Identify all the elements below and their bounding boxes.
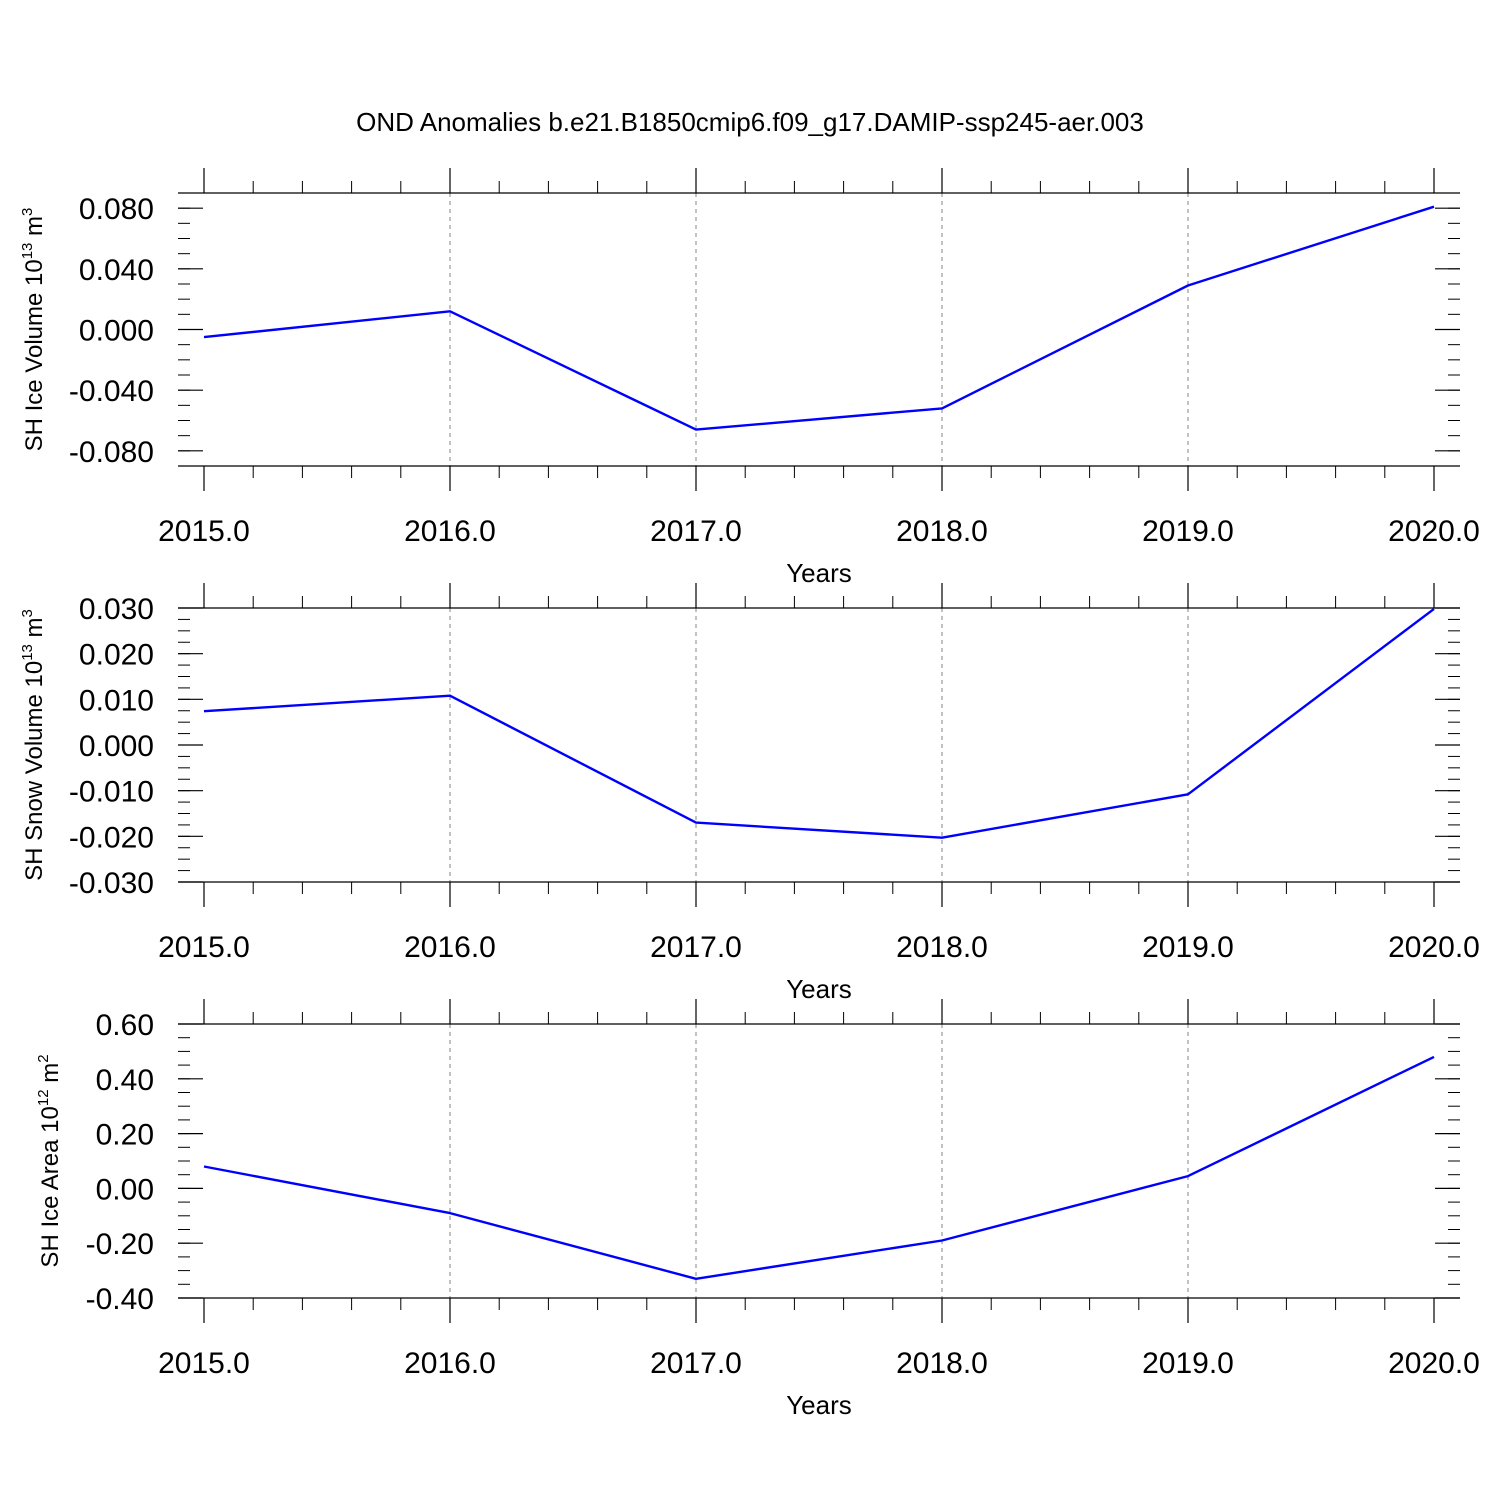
y-tick-label: 0.000 (79, 315, 154, 348)
x-tick-label: 2015.0 (158, 515, 250, 548)
series-line (203, 607, 1435, 839)
x-axis-label: Years (786, 558, 852, 588)
y-tick-label: 0.60 (96, 1009, 154, 1042)
panels: 2015.0 2016.0 2017.0 2018.0 2019.0 2020.0 Year… (19, 168, 1480, 1420)
x-tick-label: 2020.0 (1388, 931, 1480, 964)
x-tick-label: 2020.0 (1388, 1347, 1480, 1380)
y-tick-label: 0.000 (79, 730, 154, 763)
y-tick-label: -0.080 (69, 436, 154, 469)
x-tick-label: 2019.0 (1142, 515, 1234, 548)
x-tick-label: 2017.0 (650, 515, 742, 548)
x-tick-label: 2018.0 (896, 515, 988, 548)
x-tick-label: 2015.0 (158, 931, 250, 964)
x-tick-label: 2019.0 (1142, 931, 1234, 964)
chart-panel-3: 2015.0 2016.0 2017.0 2018.0 2019.0 2020.0 Year… (35, 999, 1480, 1420)
x-tick-label: 2015.0 (158, 1347, 250, 1380)
x-axis-label: Years (786, 1390, 852, 1420)
x-tick-label: 2020.0 (1388, 515, 1480, 548)
y-tick-label: 0.080 (79, 193, 154, 226)
x-tick-label: 2018.0 (896, 931, 988, 964)
y-tick-label: -0.040 (69, 375, 154, 408)
y-tick-label: -0.20 (86, 1228, 154, 1261)
figure-title: OND Anomalies b.e21.B1850cmip6.f09_g17.D… (356, 107, 1144, 137)
y-tick-label: 0.010 (79, 684, 154, 717)
y-axis-label: SH Ice Volume 1013 m3 (19, 208, 48, 452)
y-tick-label: -0.030 (69, 867, 154, 900)
x-tick-label: 2016.0 (404, 515, 496, 548)
x-tick-label: 2017.0 (650, 1347, 742, 1380)
chart-panel-1: 2015.0 2016.0 2017.0 2018.0 2019.0 2020.0 Year… (19, 168, 1480, 588)
x-axis-label: Years (786, 974, 852, 1004)
y-tick-label: 0.00 (96, 1173, 154, 1206)
x-tick-label: 2016.0 (404, 1347, 496, 1380)
y-tick-label: 0.40 (96, 1064, 154, 1097)
y-tick-label: -0.010 (69, 776, 154, 809)
x-tick-label: 2018.0 (896, 1347, 988, 1380)
x-tick-label: 2016.0 (404, 931, 496, 964)
y-axis-label: SH Snow Volume 1013 m3 (19, 609, 48, 881)
series-line (203, 205, 1435, 431)
y-tick-label: -0.40 (86, 1283, 154, 1316)
y-tick-label: -0.020 (69, 821, 154, 854)
x-tick-label: 2019.0 (1142, 1347, 1234, 1380)
y-tick-label: 0.030 (79, 593, 154, 626)
y-tick-label: 0.020 (79, 639, 154, 672)
x-tick-label: 2017.0 (650, 931, 742, 964)
y-axis-label: SH Ice Area 1012 m2 (35, 1054, 64, 1267)
chart-panel-2: 2015.0 2016.0 2017.0 2018.0 2019.0 2020.0 Year… (19, 583, 1480, 1004)
y-tick-label: 0.20 (96, 1119, 154, 1152)
y-tick-label: 0.040 (79, 254, 154, 287)
series-line (203, 1055, 1435, 1281)
